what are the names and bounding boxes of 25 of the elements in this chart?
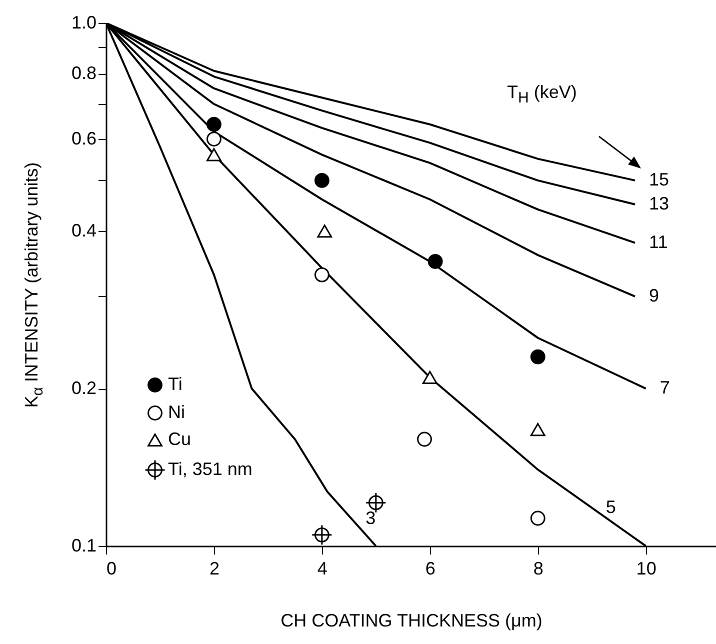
series-label: 11 (649, 232, 668, 252)
y-tick-label: 1.0 (71, 12, 96, 32)
x-tick-label: 8 (533, 558, 544, 578)
y-tick-label: 0.8 (71, 63, 96, 84)
legend-label: Ti, 351 nm (168, 459, 252, 479)
x-tick-label: 2 (209, 558, 220, 578)
x-axis-title: CH COATING THICKNESS (μm) (280, 610, 542, 630)
series-label: 15 (649, 169, 670, 190)
series-label: 5 (606, 496, 616, 517)
series-label: 7 (660, 378, 670, 398)
legend-label: Ni (168, 402, 185, 422)
x-tick-label: 0 (106, 558, 117, 578)
series-label: 3 (366, 508, 376, 528)
y-tick-label: 0.6 (71, 128, 96, 149)
legend-label: Cu (168, 429, 192, 449)
x-tick-label: 4 (317, 558, 328, 578)
series-label: 9 (649, 285, 660, 306)
legend-title: T$_{H}$ (keV) (507, 82, 577, 108)
x-tick-label: 6 (425, 558, 436, 578)
y-tick-label: 0.2 (71, 378, 96, 398)
y-tick-label: 0.4 (71, 220, 96, 241)
legend-label: Ti (168, 374, 182, 394)
x-tick-label: 10 (636, 558, 656, 578)
series-label: 13 (649, 193, 670, 214)
y-tick-label: 0.1 (71, 536, 96, 556)
